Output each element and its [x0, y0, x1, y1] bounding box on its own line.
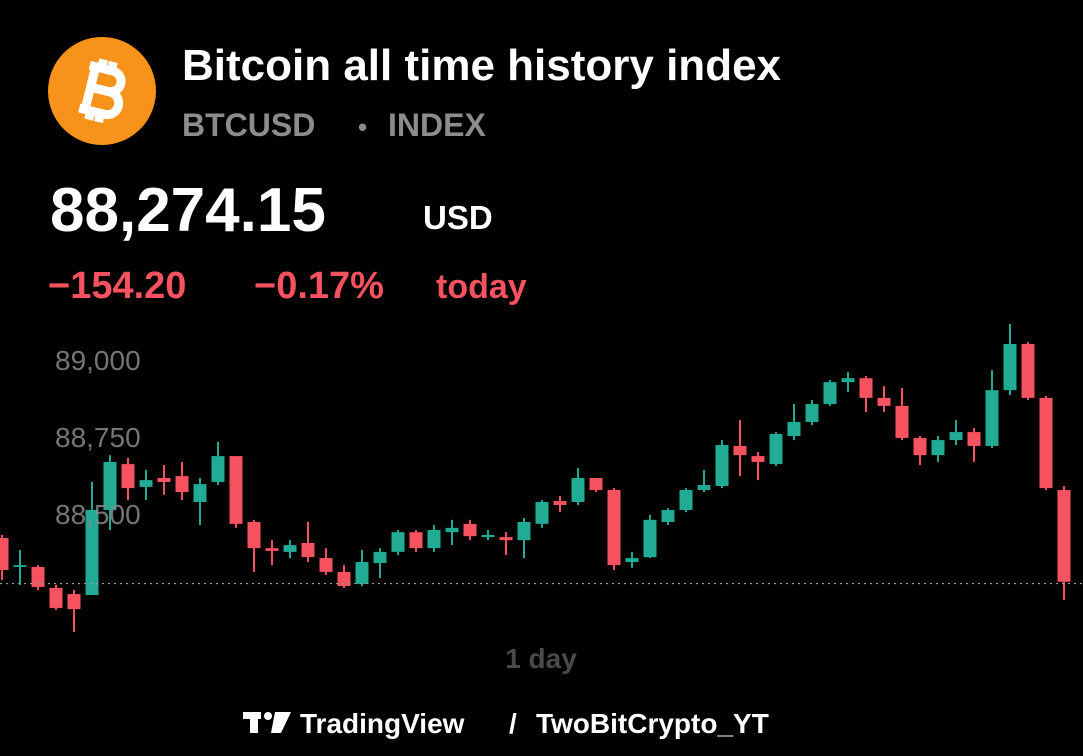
- candle-body: [0, 538, 9, 571]
- candle-body: [985, 390, 999, 446]
- candle-body: [571, 477, 585, 502]
- footer-divider: /: [509, 708, 517, 739]
- candle-body: [805, 404, 819, 422]
- change: −154.20: [48, 265, 186, 307]
- candle-body: [841, 378, 855, 383]
- logo-b: [78, 58, 126, 124]
- candle-body: [49, 587, 63, 608]
- candle-body: [787, 421, 801, 437]
- candle-body: [247, 522, 261, 549]
- candle-body: [427, 530, 441, 549]
- candle-body: [175, 476, 189, 493]
- logo-glyph: [78, 58, 126, 124]
- candle-body: [589, 477, 603, 490]
- candle-body: [769, 433, 783, 465]
- candle-body: [877, 397, 891, 406]
- candle-body: [715, 445, 729, 486]
- title: Bitcoin all time history index: [182, 41, 782, 90]
- candle-body: [661, 509, 675, 523]
- candle-body: [733, 445, 747, 456]
- candle-body: [67, 594, 81, 610]
- candle-body: [895, 405, 909, 438]
- candle-body: [625, 558, 639, 563]
- change-period: today: [436, 268, 527, 306]
- candle-body: [1021, 343, 1035, 398]
- candle-body: [121, 464, 135, 489]
- candle-body: [157, 477, 171, 482]
- candle-body: [229, 456, 243, 524]
- candle-body: [445, 527, 459, 533]
- y-axis: 88,500 88,750 89,000: [55, 345, 141, 530]
- separator: •: [358, 112, 367, 142]
- y-tick-label: 88,500: [55, 499, 141, 530]
- logo-part: [264, 712, 272, 720]
- y-tick-label: 88,750: [55, 422, 141, 453]
- candle-body: [499, 537, 513, 541]
- candle-body: [949, 432, 963, 441]
- candle-body: [85, 509, 99, 596]
- candle-body: [211, 456, 225, 482]
- candle-body: [751, 456, 765, 462]
- candle-body: [823, 382, 837, 405]
- candle-body: [103, 461, 117, 510]
- candle-body: [553, 501, 567, 506]
- candle-body: [355, 562, 369, 584]
- candle-body: [913, 437, 927, 456]
- candle-body: [535, 501, 549, 524]
- candle-body: [373, 551, 387, 563]
- bitcoin-logo: [48, 37, 156, 145]
- candle-body: [1039, 397, 1053, 489]
- candle-body: [301, 542, 315, 558]
- candle-body: [859, 378, 873, 398]
- candle-body: [319, 558, 333, 572]
- price: 88,274.15: [50, 176, 326, 245]
- candle-body: [679, 489, 693, 510]
- exchange: INDEX: [388, 107, 486, 143]
- candle-body: [517, 522, 531, 541]
- candle-body: [391, 532, 405, 552]
- candle-body: [283, 545, 297, 552]
- candle-body: [265, 548, 279, 551]
- candle-body: [607, 489, 621, 566]
- candle-body: [193, 484, 207, 502]
- logo-part: [271, 712, 291, 733]
- currency: USD: [423, 199, 493, 236]
- candle-body: [13, 565, 27, 567]
- plot: [0, 323, 1083, 632]
- candle-body: [337, 571, 351, 587]
- candle-body: [139, 480, 153, 487]
- symbol: BTCUSD: [182, 107, 315, 143]
- candle-body: [967, 432, 981, 446]
- candle-body: [931, 440, 945, 456]
- candle-body: [1003, 343, 1017, 391]
- tradingview-logo: [243, 712, 291, 733]
- footer-brand: TradingView: [300, 708, 465, 739]
- interval-label: 1 day: [505, 643, 577, 674]
- logo-part: [250, 712, 258, 733]
- candle-body: [31, 566, 45, 587]
- candle-body: [463, 523, 477, 537]
- change-percent: −0.17%: [254, 265, 384, 307]
- candle-body: [697, 485, 711, 490]
- candle-body: [1057, 489, 1071, 582]
- candle-body: [481, 534, 495, 538]
- candle-body: [409, 532, 423, 549]
- candle-body: [643, 519, 657, 558]
- y-tick-label: 89,000: [55, 345, 141, 376]
- footer-author: TwoBitCrypto_YT: [536, 708, 769, 739]
